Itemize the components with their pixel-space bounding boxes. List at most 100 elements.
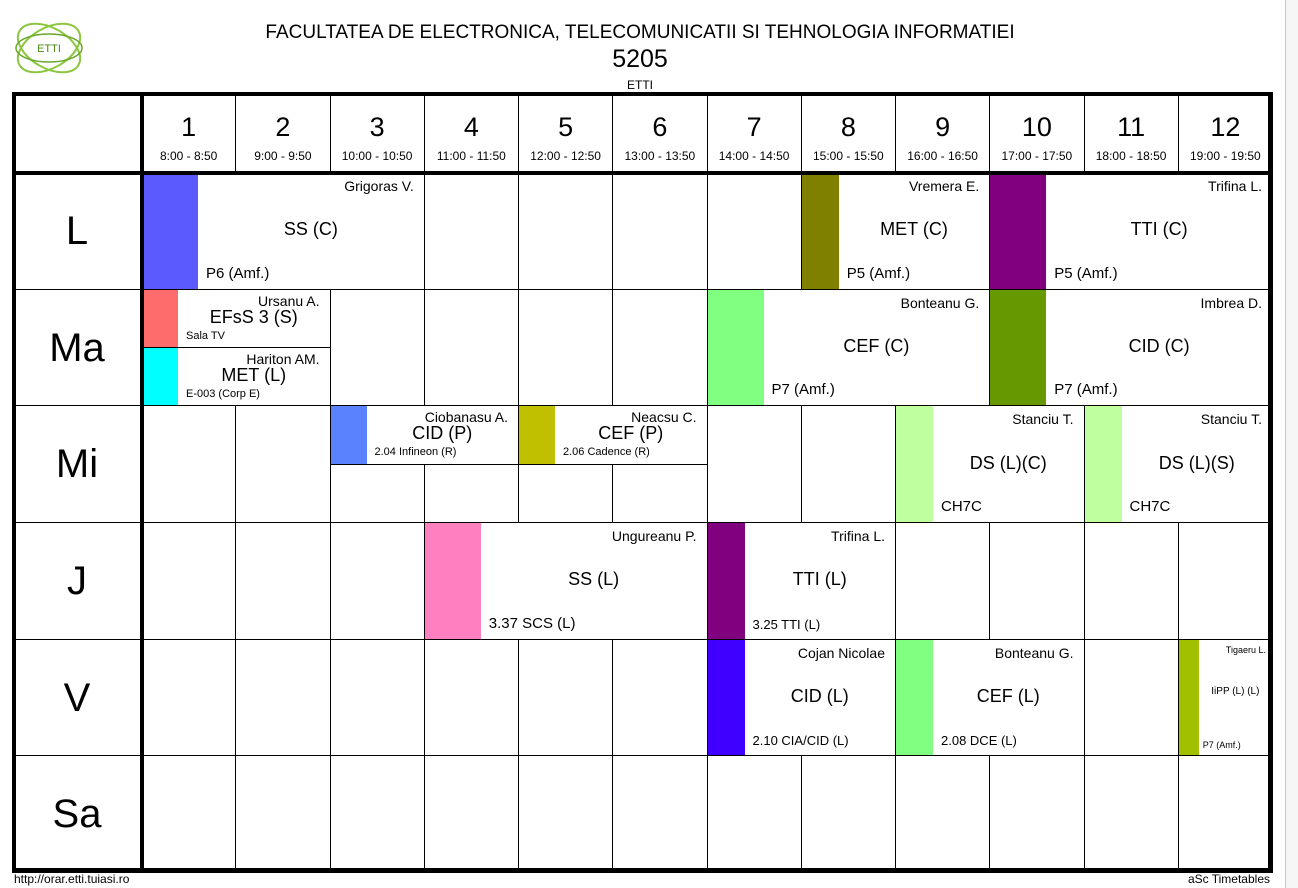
lesson-subject: CEF (C) — [843, 335, 910, 356]
period-number: 3 — [369, 112, 385, 142]
grid-cell — [1083, 638, 1179, 757]
period-time: 12:00 - 12:50 — [530, 149, 601, 163]
grid-cell — [329, 638, 425, 757]
scrollbar[interactable] — [1285, 0, 1298, 888]
lesson-room: P5 (Amf.) — [1054, 264, 1118, 282]
grid-cell — [235, 638, 331, 757]
svg-text:ETTI: ETTI — [37, 43, 61, 55]
lesson-color-swatch — [801, 173, 839, 289]
lesson-card[interactable]: Trifina L. TTI (L) 3.25 TTI (L) — [706, 522, 896, 640]
lesson-room: CH7C — [941, 497, 982, 515]
lesson-color-swatch — [707, 523, 745, 639]
lesson-teacher: Imbrea D. — [1200, 294, 1262, 311]
lesson-card[interactable]: Vremera E. MET (C) P5 (Amf.) — [800, 172, 991, 290]
lesson-subject: IiPP (L) (L) — [1211, 685, 1260, 697]
grid-cell — [518, 172, 614, 290]
grid-cell — [1177, 755, 1273, 873]
period-time: 11:00 - 11:50 — [436, 149, 506, 163]
period-number: 7 — [746, 112, 762, 142]
lesson-subject: DS (L)(C) — [969, 452, 1047, 473]
grid-cell — [706, 755, 802, 873]
period-number: 12 — [1210, 112, 1241, 142]
grid-cell — [895, 522, 991, 640]
lesson-room: P5 (Amf.) — [846, 264, 911, 282]
lesson-card[interactable]: Tigaeru L. IiPP (L) (L) P7 (Amf.) — [1177, 638, 1273, 757]
lesson-teacher: Bonteanu G. — [994, 644, 1074, 661]
lesson-teacher: Stanciu T. — [1200, 411, 1262, 428]
lesson-teacher: Trifina L. — [831, 528, 885, 544]
lesson-card[interactable]: Ungureanu P. SS (L) 3.37 SCS (L) — [423, 522, 708, 640]
corner-cell — [12, 92, 142, 173]
lesson-card[interactable]: Bonteanu G. CEF (C) P7 (Amf.) — [706, 288, 991, 407]
grid-cell — [423, 172, 519, 290]
day-column-separator — [140, 92, 144, 872]
lesson-subject: CID (L) — [790, 685, 849, 706]
grid-cell — [612, 755, 708, 873]
lesson-teacher: Grigoras V. — [344, 178, 414, 194]
lesson-color-swatch — [707, 639, 745, 756]
lesson-teacher: Vremera E. — [908, 178, 980, 194]
lesson-subject: CEF (P) — [598, 423, 664, 444]
lesson-card[interactable]: Neacsu C. CEF (P) 2.06 Cadence (R) — [518, 405, 708, 465]
lesson-card[interactable]: Stanciu T. DS (L)(C) CH7C — [895, 405, 1085, 523]
lesson-subject: TTI (L) — [792, 569, 847, 590]
lesson-color-swatch — [519, 406, 555, 464]
day-label: L — [12, 172, 142, 290]
lesson-subject: DS (L)(S) — [1158, 452, 1235, 473]
lesson-subject: TTI (C) — [1130, 219, 1188, 240]
grid-cell — [329, 522, 425, 640]
grid-cell — [235, 755, 331, 873]
grid-cell — [518, 288, 614, 407]
lesson-card[interactable]: Cojan Nicolae CID (L) 2.10 CIA/CID (L) — [706, 638, 896, 757]
period-number: 4 — [463, 112, 479, 142]
grid-cell — [612, 172, 708, 290]
grid-cell — [423, 288, 519, 407]
period-header: 3 10:00 - 10:50 — [329, 92, 425, 173]
lesson-teacher: Ungureanu P. — [611, 528, 697, 544]
lesson-card[interactable]: Stanciu T. DS (L)(S) CH7C — [1083, 405, 1273, 523]
grid-cell — [141, 405, 237, 523]
lesson-card[interactable]: Ursanu A. EFsS 3 (S) Sala TV — [141, 288, 331, 348]
grid-border-bottom — [12, 868, 1272, 872]
grid-cell — [612, 288, 708, 407]
lesson-room: P7 (Amf.) — [771, 381, 835, 399]
grid-cell — [1083, 522, 1179, 640]
period-number: 10 — [1021, 112, 1052, 142]
lesson-color-swatch — [990, 173, 1047, 289]
lesson-room: Sala TV — [186, 329, 225, 342]
grid-border-top — [12, 92, 1272, 96]
lesson-room: 2.04 Infineon (R) — [374, 446, 457, 459]
lesson-card[interactable]: Ciobanasu A. CID (P) 2.04 Infineon (R) — [329, 405, 519, 465]
lesson-room: 3.37 SCS (L) — [488, 614, 576, 632]
lesson-card[interactable]: Grigoras V. SS (C) P6 (Amf.) — [141, 172, 425, 290]
period-time: 13:00 - 13:50 — [624, 149, 696, 163]
grid-cell — [1177, 522, 1273, 640]
period-header: 6 13:00 - 13:50 — [612, 92, 708, 173]
lesson-room: 2.10 CIA/CID (L) — [752, 733, 849, 749]
period-number: 5 — [558, 112, 574, 142]
lesson-color-swatch — [1178, 639, 1199, 756]
lesson-color-swatch — [330, 406, 367, 464]
grid-cell — [141, 755, 237, 873]
period-number: 6 — [652, 112, 668, 142]
lesson-color-swatch — [142, 348, 178, 406]
lesson-card[interactable]: Trifina L. TTI (C) P5 (Amf.) — [989, 172, 1273, 290]
period-time: 16:00 - 16:50 — [907, 149, 978, 163]
lesson-room: CH7C — [1129, 497, 1171, 515]
lesson-teacher: Stanciu T. — [1012, 411, 1074, 428]
period-number: 2 — [275, 112, 291, 142]
period-time: 18:00 - 18:50 — [1095, 149, 1167, 163]
grid-border-right — [1268, 92, 1272, 872]
footer-url[interactable]: http://orar.etti.tuiasi.ro — [14, 872, 130, 886]
lesson-card[interactable]: Imbrea D. CID (C) P7 (Amf.) — [989, 288, 1273, 407]
grid-cell — [800, 755, 896, 873]
lesson-subject: SS (C) — [283, 219, 338, 240]
day-label: V — [12, 638, 142, 757]
department-subtitle: ETTI — [627, 78, 653, 92]
lesson-subject: MET (C) — [880, 219, 948, 240]
lesson-teacher: Trifina L. — [1208, 178, 1262, 194]
grid-cell — [1083, 755, 1179, 873]
lesson-card[interactable]: Hariton AM. MET (L) E-003 (Corp E) — [141, 347, 331, 407]
lesson-teacher: Cojan Nicolae — [797, 644, 885, 661]
lesson-card[interactable]: Bonteanu G. CEF (L) 2.08 DCE (L) — [895, 638, 1085, 757]
